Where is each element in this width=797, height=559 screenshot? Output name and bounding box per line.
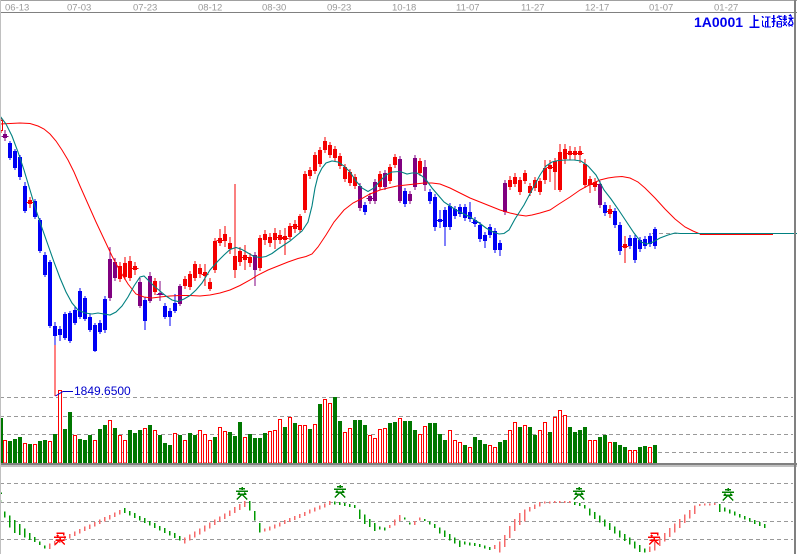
svg-text:07-23: 07-23 (133, 3, 157, 14)
svg-text:06-13: 06-13 (5, 3, 29, 14)
svg-text:07-03: 07-03 (67, 3, 91, 14)
svg-text:08-30: 08-30 (262, 3, 286, 14)
svg-text:09-23: 09-23 (327, 3, 351, 14)
svg-text:01-27: 01-27 (714, 3, 738, 14)
svg-text:08-12: 08-12 (198, 3, 222, 14)
svg-text:11-27: 11-27 (521, 3, 545, 14)
svg-text:12-17: 12-17 (585, 3, 609, 14)
svg-text:01-07: 01-07 (649, 3, 673, 14)
svg-text:10-18: 10-18 (392, 3, 416, 14)
svg-text:11-07: 11-07 (456, 3, 480, 14)
svg-text:1849.6500: 1849.6500 (74, 384, 131, 398)
svg-text:1A0001: 1A0001 (694, 14, 743, 30)
